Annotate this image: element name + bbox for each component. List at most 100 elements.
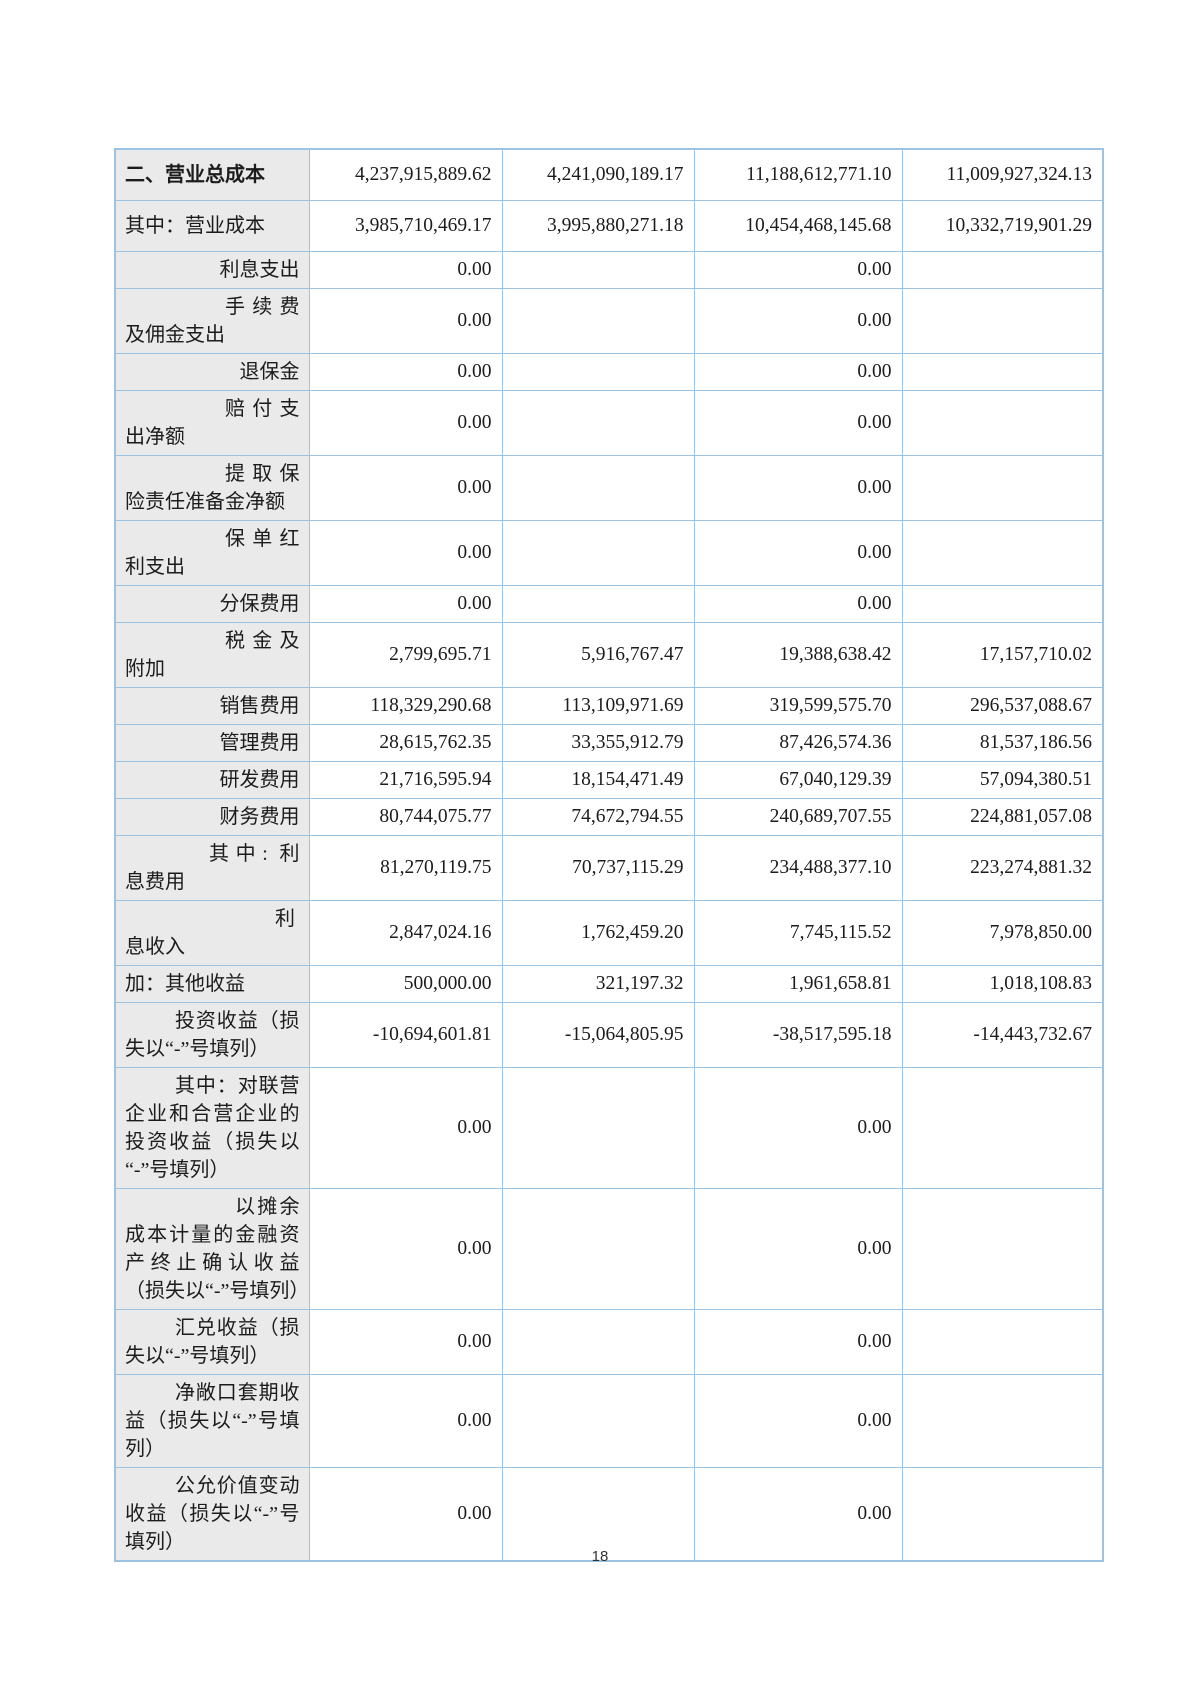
amount-col-3: 1,961,658.81 [693,965,903,1003]
amount-col-1: 0.00 [308,455,503,521]
amount-col-2: 5,916,767.47 [501,622,695,688]
amount-col-1: 0.00 [308,390,503,456]
amount-col-4 [901,1067,1104,1189]
amount-col-2: 113,109,971.69 [501,687,695,725]
amount-col-2: 74,672,794.55 [501,798,695,836]
amount-col-1: 0.00 [308,1467,503,1562]
amount-col-4: -14,443,732.67 [901,1002,1104,1068]
amount-col-1: 81,270,119.75 [308,835,503,901]
amount-col-1: 28,615,762.35 [308,724,503,762]
row-label: 以摊余成本计量的金融资产终止确认收益（损失以“-”号填列） [125,1196,310,1302]
amount-col-2: 70,737,115.29 [501,835,695,901]
row-label: 销售费用 [219,695,300,717]
table-row: 以摊余成本计量的金融资产终止确认收益（损失以“-”号填列） 0.00 0.00 [114,1188,1104,1310]
page-number: 18 [591,1548,609,1565]
amount-col-2 [501,1067,695,1189]
row-label-cell: 加：其他收益 [114,965,310,1003]
amount-col-4 [901,1309,1104,1375]
row-label-cell: 其中：对联营企业和合营企业的投资收益（损失以“-”号填列） [114,1067,310,1189]
amount-col-4: 81,537,186.56 [901,724,1104,762]
amount-col-3: 0.00 [693,1374,903,1468]
amount-col-1: 500,000.00 [308,965,503,1003]
table-row: 保单红利支出 0.00 0.00 [114,520,1104,586]
row-label: 二、营业总成本 [125,164,265,186]
amount-col-3: 0.00 [693,1067,903,1189]
amount-col-1: 2,847,024.16 [308,900,503,966]
table-row: 投资收益（损失以“-”号填列） -10,694,601.81 -15,064,8… [114,1002,1104,1068]
row-label: 汇兑收益（损失以“-”号填列） [125,1317,300,1367]
row-label: 其中：营业成本 [125,215,265,237]
amount-col-1: 0.00 [308,1188,503,1310]
amount-col-4: 57,094,380.51 [901,761,1104,799]
amount-col-4 [901,390,1104,456]
amount-col-4 [901,1188,1104,1310]
amount-col-2 [501,251,695,289]
amount-col-1: 0.00 [308,1067,503,1189]
table-row: 分保费用 0.00 0.00 [114,585,1104,623]
amount-col-2: 33,355,912.79 [501,724,695,762]
row-label: 税金及附加 [125,630,300,680]
table-row: 加：其他收益 500,000.00 321,197.32 1,961,658.8… [114,965,1104,1003]
amount-col-4: 7,978,850.00 [901,900,1104,966]
table-row: 公允价值变动收益（损失以“-”号填列） 0.00 0.00 [114,1467,1104,1562]
amount-col-1: 0.00 [308,1374,503,1468]
amount-col-2 [501,520,695,586]
amount-col-2: 18,154,471.49 [501,761,695,799]
table-row: 二、营业总成本 4,237,915,889.62 4,241,090,189.1… [114,148,1104,201]
row-label-cell: 投资收益（损失以“-”号填列） [114,1002,310,1068]
row-label: 净敞口套期收益（损失以“-”号填列） [125,1382,300,1460]
row-label-cell: 汇兑收益（损失以“-”号填列） [114,1309,310,1375]
amount-col-3: 0.00 [693,1309,903,1375]
row-label-cell: 手续费及佣金支出 [114,288,310,354]
amount-col-4: 17,157,710.02 [901,622,1104,688]
row-label-cell: 以摊余成本计量的金融资产终止确认收益（损失以“-”号填列） [114,1188,310,1310]
table-row: 销售费用 118,329,290.68 113,109,971.69 319,5… [114,687,1104,725]
amount-col-1: 0.00 [308,520,503,586]
row-label: 公允价值变动收益（损失以“-”号填列） [125,1475,300,1553]
row-label: 分保费用 [219,593,300,615]
amount-col-3: 0.00 [693,520,903,586]
amount-col-1: 3,985,710,469.17 [308,200,503,252]
amount-col-3: 67,040,129.39 [693,761,903,799]
row-label-cell: 财务费用 [114,798,310,836]
row-label-cell: 研发费用 [114,761,310,799]
amount-col-2 [501,585,695,623]
amount-col-4 [901,455,1104,521]
row-label-cell: 其中: 利息费用 [114,835,310,901]
amount-col-1: 0.00 [308,353,503,391]
amount-col-3: 7,745,115.52 [693,900,903,966]
table-row: 汇兑收益（损失以“-”号填列） 0.00 0.00 [114,1309,1104,1375]
amount-col-1: 21,716,595.94 [308,761,503,799]
amount-col-2 [501,1374,695,1468]
amount-col-2 [501,1309,695,1375]
amount-col-1: 2,799,695.71 [308,622,503,688]
table-row: 净敞口套期收益（损失以“-”号填列） 0.00 0.00 [114,1374,1104,1468]
amount-col-3: 11,188,612,771.10 [693,148,903,201]
row-label: 利息支出 [219,259,300,281]
row-label-cell: 利息支出 [114,251,310,289]
row-label: 提取保险责任准备金净额 [125,463,300,513]
row-label: 赔付支出净额 [125,398,300,448]
amount-col-1: 0.00 [308,1309,503,1375]
amount-col-4: 1,018,108.83 [901,965,1104,1003]
amount-col-3: 0.00 [693,390,903,456]
table-row: 退保金 0.00 0.00 [114,353,1104,391]
amount-col-4: 296,537,088.67 [901,687,1104,725]
amount-col-3: 19,388,638.42 [693,622,903,688]
amount-col-1: 118,329,290.68 [308,687,503,725]
amount-col-4 [901,1374,1104,1468]
amount-col-2 [501,353,695,391]
amount-col-4 [901,1467,1104,1562]
row-label: 其中: 利息费用 [125,843,300,893]
amount-col-4 [901,288,1104,354]
amount-col-3: 10,454,468,145.68 [693,200,903,252]
income-statement-body: 二、营业总成本 4,237,915,889.62 4,241,090,189.1… [114,148,1104,1562]
amount-col-3: 0.00 [693,585,903,623]
amount-col-3: 0.00 [693,1188,903,1310]
row-label-cell: 管理费用 [114,724,310,762]
amount-col-4 [901,520,1104,586]
amount-col-3: 0.00 [693,455,903,521]
row-label: 加：其他收益 [125,973,245,995]
row-label-cell: 退保金 [114,353,310,391]
